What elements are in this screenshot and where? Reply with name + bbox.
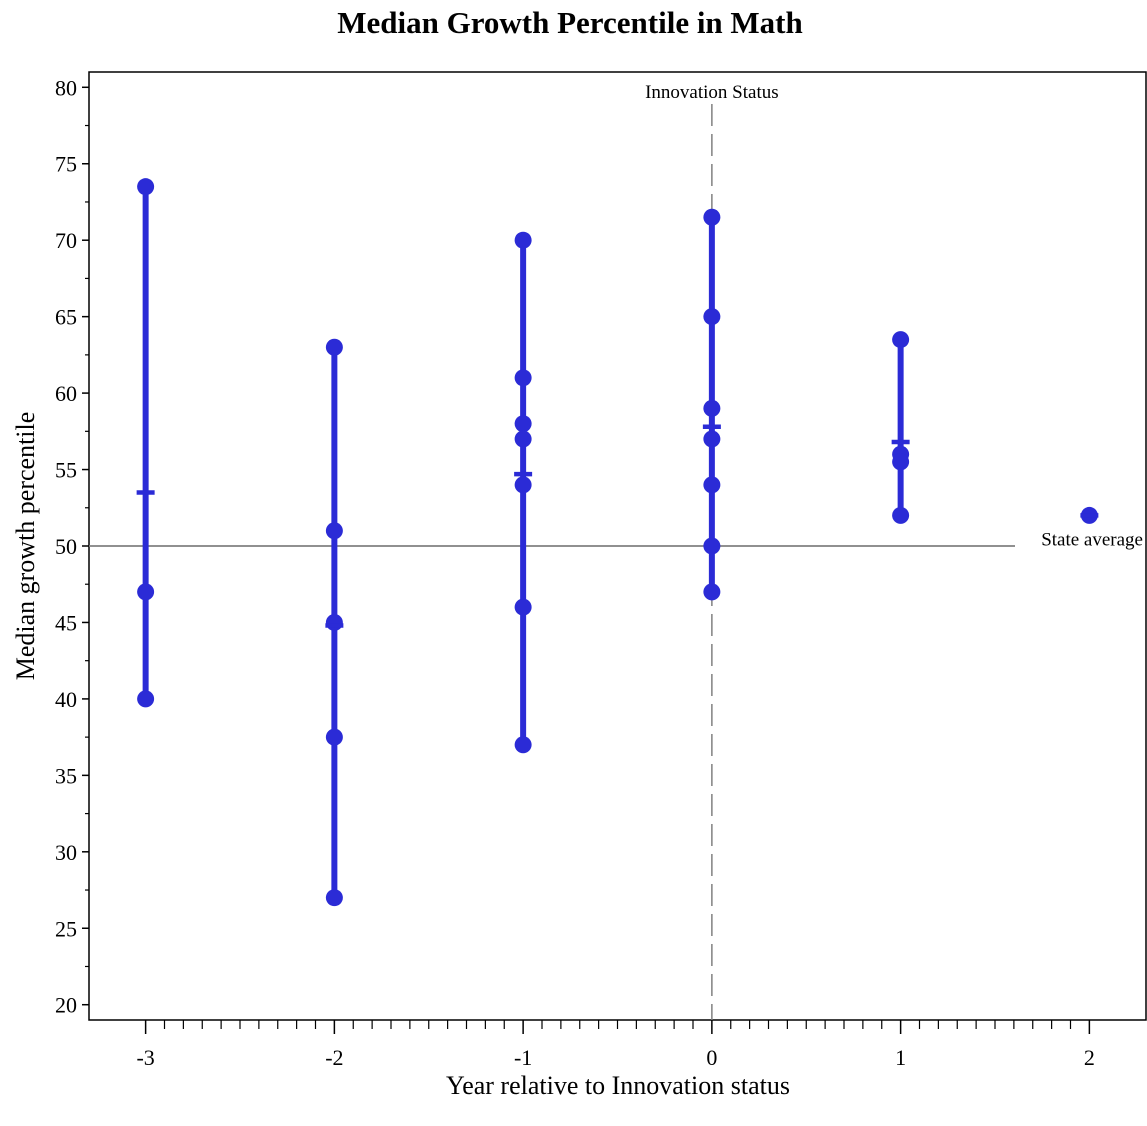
data-point [514,231,532,249]
innovation-status-label: Innovation Status [645,82,779,103]
y-axis: 20 25 30 35 40 45 50 55 60 65 70 75 80 [55,75,89,1018]
data-point [703,430,721,448]
x-tick-label: 0 [706,1045,717,1070]
y-tick-label: 75 [55,152,77,177]
x-axis: -3 -2 -1 0 1 2 [136,1020,1095,1070]
data-point [514,369,532,387]
data-point [325,889,343,907]
y-tick-label: 80 [55,75,77,100]
y-tick-label: 20 [55,993,77,1018]
y-tick-label: 70 [55,228,77,253]
y-tick-label: 60 [55,381,77,406]
data-point [325,728,343,746]
data-point [892,453,910,471]
data-point [703,476,721,494]
data-point [137,690,155,708]
y-tick-label: 25 [55,916,77,941]
state-average-label: State average [1041,530,1143,551]
x-axis-label: Year relative to Innovation status [446,1071,790,1100]
data-series [136,178,1099,907]
y-tick-label: 35 [55,763,77,788]
y-axis-label: Median growth percentile [11,412,40,681]
data-point [137,178,155,196]
data-point [892,331,910,349]
data-point [514,430,532,448]
data-point [703,399,721,417]
data-point [703,208,721,226]
data-point [703,583,721,601]
data-point [325,522,343,540]
data-point [514,476,532,494]
data-point [514,736,532,754]
data-point [137,583,155,601]
y-tick-label: 65 [55,305,77,330]
x-tick-label: -2 [325,1045,343,1070]
data-point [703,308,721,326]
x-tick-label: 2 [1084,1045,1095,1070]
y-tick-label: 30 [55,840,77,865]
y-tick-label: 45 [55,610,77,635]
data-point [703,537,721,555]
data-point [325,613,343,631]
reference-lines: State average Innovation Status [89,82,1143,1020]
x-tick-label: -1 [514,1045,532,1070]
chart-title: Median Growth Percentile in Math [337,5,803,40]
data-point [892,506,910,524]
y-tick-label: 50 [55,534,77,559]
data-point [514,598,532,616]
data-point [325,338,343,356]
y-tick-label: 40 [55,687,77,712]
data-point [514,415,532,433]
y-tick-label: 55 [55,458,77,483]
x-tick-label: 1 [895,1045,906,1070]
x-tick-label: -3 [136,1045,154,1070]
